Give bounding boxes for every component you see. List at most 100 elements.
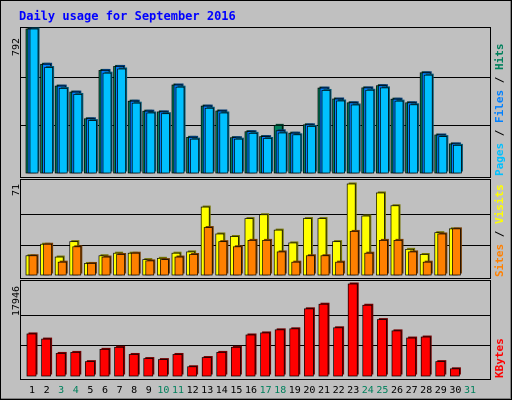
visits-right-label: Sites / Visits	[493, 184, 506, 277]
pages-legend: Pages	[493, 143, 506, 176]
day-label-19: 19	[289, 385, 301, 396]
sites-bar-day-30	[452, 227, 462, 276]
hits-legend: Hits	[493, 44, 506, 71]
kbytes-bar-day-11	[172, 352, 184, 377]
pages-bar-day-21	[321, 88, 332, 174]
kbytes-bar-day-23	[347, 282, 359, 377]
kbytes-bar-day-24	[362, 303, 374, 377]
kbytes-bar-day-29	[435, 360, 447, 377]
sites-bar-day-4	[72, 245, 83, 276]
day-label-21: 21	[318, 385, 330, 396]
pages-bar-day-27	[409, 103, 420, 174]
kbytes-bar-day-28	[420, 335, 432, 377]
day-label-1: 1	[29, 385, 35, 396]
day-label-27: 27	[406, 385, 418, 396]
chart-title: Daily usage for September 2016	[19, 9, 236, 23]
day-label-22: 22	[333, 385, 345, 396]
pages-bar-day-20	[307, 124, 317, 174]
kbytes-bar-day-4	[70, 350, 82, 377]
day-label-28: 28	[420, 385, 432, 396]
day-label-30: 30	[449, 385, 461, 396]
hits-files-pages-panel: 792 Pages / Files / Hits	[11, 27, 506, 178]
kbytes-bar-day-3	[55, 351, 67, 377]
day-label-11: 11	[172, 385, 184, 396]
pages-bar-day-30	[453, 143, 463, 174]
kbytes-bar-day-12	[187, 365, 199, 377]
day-label-14: 14	[216, 385, 228, 396]
sites-bar-day-7	[116, 252, 127, 276]
sites-bar-day-15	[233, 245, 243, 276]
sites-bar-day-25	[379, 238, 389, 276]
pages-bar-day-24	[365, 88, 376, 174]
kbytes-bar-day-1	[26, 332, 38, 377]
day-label-7: 7	[117, 385, 123, 396]
pages-bar-day-29	[438, 135, 449, 174]
day-label-25: 25	[376, 385, 388, 396]
kbytes-bar-day-2	[41, 337, 53, 377]
sites-bar-day-20	[306, 254, 316, 276]
pages-bar-day-23	[350, 103, 361, 174]
kbytes-bar-day-21	[318, 302, 330, 377]
sites-bar-day-29	[437, 232, 448, 276]
kbytes-bar-day-27	[406, 336, 418, 377]
kbytes-bar-day-25	[377, 318, 388, 377]
pages-bar-day-26	[394, 99, 405, 174]
sites-legend: Sites	[493, 244, 506, 277]
day-label-8: 8	[131, 385, 137, 396]
pages-bar-day-16	[248, 131, 259, 174]
day-label-9: 9	[146, 385, 152, 396]
day-label-6: 6	[102, 385, 108, 396]
day-labels: 1 2 3 4 5 6 7 8 9 10 11 12 13 14 15 16 17 18 19 20 21 22 23 24 2…	[29, 385, 476, 396]
pages-bar-day-25	[380, 86, 390, 174]
day-label-12: 12	[187, 385, 199, 396]
day-label-2: 2	[44, 385, 50, 396]
sites-bar-day-6	[101, 255, 112, 276]
sites-bar-day-5	[87, 261, 97, 276]
kbytes-legend: KBytes	[493, 338, 506, 378]
day-label-29: 29	[435, 385, 447, 396]
day-label-4: 4	[73, 385, 79, 396]
pages-bar-day-28	[423, 73, 434, 174]
kbytes-bar-day-9	[143, 357, 155, 377]
day-label-15: 15	[230, 385, 242, 396]
kbytes-bar-day-7	[114, 345, 126, 377]
sites-bar-day-24	[364, 251, 375, 276]
sites-bar-day-23	[349, 229, 360, 276]
sites-bar-day-3	[57, 260, 68, 276]
hits-right-label: Pages / Files / Hits	[493, 44, 506, 177]
pages-bar-day-15	[234, 137, 244, 174]
pages-bar-day-4	[73, 92, 84, 174]
kbytes-bar-day-30	[450, 367, 461, 377]
pages-bar-day-13	[204, 106, 215, 174]
sites-bar-day-8	[130, 251, 141, 276]
pages-bar-day-8	[131, 101, 142, 174]
day-label-3: 3	[58, 385, 64, 396]
sites-bar-day-1	[28, 254, 39, 276]
sites-bar-day-2	[43, 242, 54, 276]
sites-bar-day-9	[145, 259, 156, 276]
day-label-10: 10	[157, 385, 169, 396]
pages-bar-day-2	[44, 66, 55, 174]
sites-bar-day-22	[335, 260, 346, 276]
sites-bar-day-10	[160, 258, 170, 276]
pages-bar-day-10	[161, 112, 171, 174]
kbytes-right-label: KBytes	[493, 338, 506, 378]
kbytes-bar-day-18	[274, 328, 286, 377]
pages-bar-day-5	[88, 119, 98, 174]
sites-bar-day-11	[174, 255, 185, 276]
kbytes-bar-day-10	[158, 358, 169, 377]
pages-bar-day-11	[175, 85, 186, 174]
sites-bar-day-19	[291, 260, 302, 276]
sites-bar-day-21	[320, 254, 331, 276]
kbytes-bar-day-8	[128, 352, 140, 377]
kbytes-bar-day-15	[231, 345, 242, 377]
pages-bar-day-7	[117, 67, 128, 174]
sites-bar-day-12	[189, 252, 200, 276]
day-label-17: 17	[260, 385, 272, 396]
pages-bar-day-1	[29, 27, 40, 174]
pages-bar-day-6	[102, 71, 113, 174]
sites-bar-day-17	[262, 238, 273, 276]
sites-bar-day-26	[393, 238, 404, 276]
kbytes-bar-day-16	[245, 333, 257, 377]
